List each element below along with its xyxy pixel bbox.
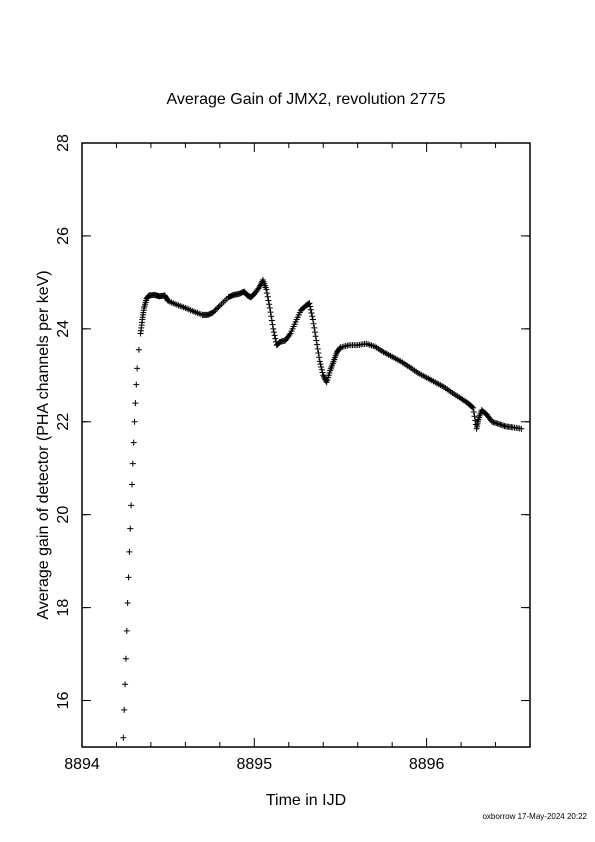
data-point bbox=[268, 313, 275, 320]
data-point bbox=[122, 681, 129, 688]
data-point bbox=[266, 301, 273, 308]
y-axis-label: Average gain of detector (PHA channels p… bbox=[35, 270, 52, 619]
x-tick-label: 8895 bbox=[237, 756, 273, 773]
x-tick-label: 8896 bbox=[409, 756, 445, 773]
y-tick-label: 16 bbox=[55, 692, 72, 710]
data-point bbox=[309, 313, 316, 320]
data-point bbox=[121, 706, 128, 713]
data-point bbox=[270, 329, 277, 336]
x-tick-label: 8894 bbox=[64, 756, 100, 773]
data-point bbox=[134, 365, 141, 372]
data-point bbox=[266, 304, 273, 311]
y-tick-labels: 16 18 20 22 24 26 28 bbox=[55, 134, 72, 709]
data-point bbox=[263, 286, 270, 293]
data-point bbox=[315, 350, 322, 357]
data-point bbox=[135, 346, 142, 353]
chart-title: Average Gain of JMX2, revolution 2775 bbox=[167, 91, 446, 108]
data-point bbox=[269, 321, 276, 328]
data-point bbox=[322, 377, 329, 384]
data-point bbox=[308, 310, 315, 317]
data-point bbox=[128, 481, 135, 488]
data-point bbox=[311, 324, 318, 331]
data-point bbox=[311, 329, 318, 336]
data-point bbox=[268, 317, 275, 324]
y-tick-label: 18 bbox=[55, 599, 72, 617]
data-point bbox=[129, 460, 136, 467]
data-point bbox=[212, 306, 219, 313]
x-axis-label: Time in IJD bbox=[266, 792, 346, 809]
data-point bbox=[214, 305, 221, 312]
data-point bbox=[211, 308, 218, 315]
data-point bbox=[307, 303, 314, 310]
data-point bbox=[272, 335, 279, 342]
data-point bbox=[470, 409, 477, 416]
data-point bbox=[270, 325, 277, 332]
data-point bbox=[124, 599, 131, 606]
y-tick-label: 24 bbox=[55, 320, 72, 338]
axis-ticks bbox=[81, 142, 530, 747]
data-point bbox=[312, 333, 319, 340]
data-point bbox=[132, 400, 139, 407]
data-point bbox=[469, 403, 476, 410]
data-point bbox=[125, 574, 132, 581]
footer-stamp: oxborrow 17-May-2024 20:22 bbox=[482, 812, 587, 821]
data-point bbox=[313, 337, 320, 344]
data-points bbox=[120, 277, 525, 741]
data-point bbox=[123, 627, 130, 634]
data-point bbox=[470, 404, 477, 411]
data-point bbox=[133, 381, 140, 388]
data-point bbox=[316, 358, 323, 365]
data-point bbox=[127, 525, 134, 532]
data-point bbox=[286, 331, 293, 338]
data-point bbox=[310, 320, 317, 327]
data-point bbox=[314, 341, 321, 348]
y-tick-label: 26 bbox=[55, 227, 72, 245]
data-point bbox=[318, 363, 325, 370]
data-point bbox=[306, 300, 313, 307]
data-point bbox=[120, 734, 127, 741]
data-point bbox=[320, 373, 327, 380]
data-point bbox=[317, 361, 324, 368]
data-point bbox=[271, 332, 278, 339]
data-point bbox=[122, 655, 129, 662]
data-point bbox=[130, 439, 137, 446]
data-point bbox=[320, 372, 327, 379]
data-point bbox=[307, 306, 314, 313]
y-tick-label: 28 bbox=[55, 134, 72, 152]
data-point bbox=[128, 502, 135, 509]
x-tick-labels: 8894 8895 8896 bbox=[64, 756, 444, 773]
y-tick-label: 22 bbox=[55, 413, 72, 431]
data-point bbox=[256, 284, 263, 291]
data-point bbox=[471, 413, 478, 420]
data-point bbox=[215, 304, 222, 311]
data-point bbox=[319, 369, 326, 376]
data-point bbox=[126, 548, 133, 555]
plot-frame bbox=[81, 142, 531, 748]
data-point bbox=[264, 293, 271, 300]
data-point bbox=[209, 309, 216, 316]
data-point bbox=[309, 316, 316, 323]
data-point bbox=[314, 345, 321, 352]
y-tick-label: 20 bbox=[55, 506, 72, 524]
data-point bbox=[518, 425, 525, 432]
data-point bbox=[267, 309, 274, 316]
data-point bbox=[316, 354, 323, 361]
data-point bbox=[264, 290, 271, 297]
data-point bbox=[318, 366, 325, 373]
data-point bbox=[265, 297, 272, 304]
data-point bbox=[131, 418, 138, 425]
